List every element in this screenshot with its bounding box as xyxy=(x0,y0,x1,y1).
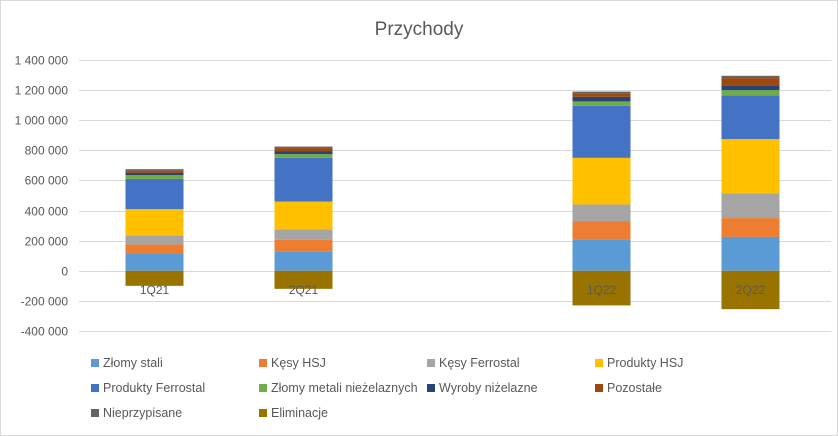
bar-segment xyxy=(126,235,184,244)
bar-segment xyxy=(573,106,631,158)
legend-swatch xyxy=(427,384,435,392)
legend-item: Wyroby niżelazne xyxy=(427,381,538,395)
x-category-label: 1Q22 xyxy=(587,283,617,297)
legend-swatch xyxy=(91,409,99,417)
bar-segment xyxy=(573,93,631,97)
bar-segment xyxy=(722,76,780,78)
legend-item: Kęsy Ferrostal xyxy=(427,356,520,370)
legend-item: Złomy stali xyxy=(91,356,163,370)
y-tick-label: -200 000 xyxy=(21,295,69,309)
bar-segment xyxy=(573,240,631,271)
bar-segment xyxy=(722,193,780,218)
bar-segment xyxy=(126,179,184,209)
legend-item: Produkty HSJ xyxy=(595,356,683,370)
bar-segment xyxy=(722,78,780,86)
bar-segment xyxy=(126,175,184,179)
bar-segment xyxy=(126,169,184,171)
legend-label: Złomy stali xyxy=(103,356,163,370)
legend-label: Kęsy HSJ xyxy=(271,356,326,370)
bar-segment xyxy=(126,244,184,253)
bar-segment xyxy=(275,202,333,230)
legend-swatch xyxy=(91,384,99,392)
bar-segment xyxy=(573,205,631,222)
chart-area: Przychody -400 000 -200 000 0 200 000 400 00… xyxy=(0,0,838,436)
legend-swatch xyxy=(259,359,267,367)
bar-segment xyxy=(573,158,631,205)
bar-segment xyxy=(275,154,333,158)
legend-swatch xyxy=(427,359,435,367)
bar-segment xyxy=(573,92,631,94)
y-tick-label: 0 xyxy=(61,265,68,279)
bar-segment xyxy=(275,147,333,149)
y-tick-label: 200 000 xyxy=(25,235,69,249)
bar-segment xyxy=(275,148,333,151)
y-tick-label: 1 400 000 xyxy=(15,54,69,68)
bar-segment xyxy=(722,139,780,193)
bar-segment xyxy=(722,95,780,139)
legend-item: Produkty Ferrostal xyxy=(91,381,205,395)
legend: Złomy stali Kęsy HSJ Kęsy Ferrostal Produkt… xyxy=(91,356,683,420)
bar-segment xyxy=(722,237,780,271)
legend-swatch xyxy=(595,384,603,392)
legend-swatch xyxy=(91,359,99,367)
bars xyxy=(126,76,780,309)
y-tick-label: 800 000 xyxy=(25,144,69,158)
bar-segment xyxy=(722,90,780,95)
y-tick-label: 1 000 000 xyxy=(15,114,69,128)
bar-segment xyxy=(722,86,780,91)
bar-segment xyxy=(275,151,333,154)
chart-title: Przychody xyxy=(375,19,464,40)
bar-segment xyxy=(275,251,333,271)
stacked-bar-chart: Przychody -400 000 -200 000 0 200 000 400 00… xyxy=(1,1,837,435)
x-category-label: 2Q21 xyxy=(289,283,319,297)
legend-item: Kęsy HSJ xyxy=(259,356,326,370)
legend-item: Złomy metali nieżelaznych xyxy=(259,381,418,395)
x-category-label: 2Q22 xyxy=(736,283,766,297)
bar-segment xyxy=(126,253,184,270)
y-tick-label: -400 000 xyxy=(21,325,69,339)
legend-label: Pozostałe xyxy=(607,381,662,395)
x-axis-category-labels: 1Q21 2Q21 1Q22 2Q22 xyxy=(140,283,766,297)
legend-swatch xyxy=(595,359,603,367)
bar-segment xyxy=(722,218,780,237)
bar-segment xyxy=(275,240,333,251)
x-category-label: 1Q21 xyxy=(140,283,170,297)
legend-label: Eliminacje xyxy=(271,406,328,420)
legend-swatch xyxy=(259,384,267,392)
bar-segment xyxy=(275,229,333,240)
legend-swatch xyxy=(259,409,267,417)
bar-segment xyxy=(573,221,631,240)
y-tick-label: 600 000 xyxy=(25,174,69,188)
y-tick-label: 400 000 xyxy=(25,205,69,219)
y-tick-label: 1 200 000 xyxy=(15,84,69,98)
legend-label: Produkty Ferrostal xyxy=(103,381,205,395)
legend-item: Nieprzypisane xyxy=(91,406,182,420)
legend-item: Eliminacje xyxy=(259,406,328,420)
legend-item: Pozostałe xyxy=(595,381,662,395)
legend-label: Kęsy Ferrostal xyxy=(439,356,520,370)
gridlines xyxy=(79,61,831,332)
bar-segment xyxy=(573,97,631,102)
bar-segment xyxy=(126,171,184,173)
legend-label: Złomy metali nieżelaznych xyxy=(271,381,418,395)
legend-label: Produkty HSJ xyxy=(607,356,683,370)
bar-segment xyxy=(275,158,333,202)
y-axis-tick-labels: -400 000 -200 000 0 200 000 400 000 600 000 80… xyxy=(15,54,69,339)
bar-segment xyxy=(126,209,184,235)
bar-segment xyxy=(126,173,184,175)
legend-label: Nieprzypisane xyxy=(103,406,182,420)
legend-label: Wyroby niżelazne xyxy=(439,381,538,395)
bar-segment xyxy=(573,101,631,106)
